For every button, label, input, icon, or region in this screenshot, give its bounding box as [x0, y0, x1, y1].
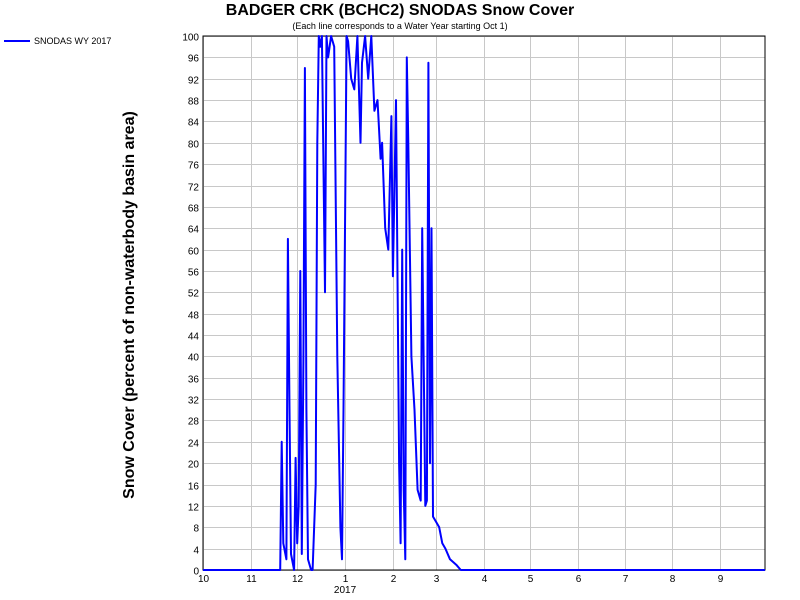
y-tick-label: 0	[193, 567, 199, 578]
y-tick-label: 96	[188, 54, 200, 65]
y-tick-label: 68	[188, 204, 200, 215]
y-tick-label: 64	[188, 225, 200, 236]
y-tick-label: 24	[188, 439, 200, 450]
y-tick-label: 80	[188, 140, 200, 151]
y-tick-label: 56	[188, 268, 200, 279]
y-tick-label: 84	[188, 118, 200, 129]
x-tick-label: 12	[292, 574, 304, 585]
x-year-label: 2017	[334, 585, 357, 596]
y-tick-label: 100	[182, 33, 199, 44]
y-tick-label: 44	[188, 332, 200, 343]
x-tick-label: 8	[670, 574, 676, 585]
y-tick-label: 16	[188, 482, 200, 493]
y-tick-label: 4	[193, 546, 199, 557]
y-tick-label: 12	[188, 503, 200, 514]
y-tick-label: 52	[188, 289, 200, 300]
y-tick-label: 36	[188, 375, 200, 386]
x-tick-label: 2	[391, 574, 397, 585]
series-layer	[203, 35, 765, 571]
legend-swatch	[4, 40, 30, 42]
y-tick-label: 48	[188, 311, 200, 322]
grid	[203, 36, 765, 571]
x-tick-label: 4	[482, 574, 488, 585]
series-line	[203, 35, 765, 571]
legend-entry-label: SNODAS WY 2017	[34, 36, 112, 46]
y-tick-label: 8	[193, 524, 199, 535]
y-tick-label: 88	[188, 97, 200, 108]
chart-subtitle: (Each line corresponds to a Water Year s…	[292, 21, 508, 31]
y-tick-label: 40	[188, 353, 200, 364]
y-tick-label: 76	[188, 161, 200, 172]
x-tick-label: 10	[198, 574, 210, 585]
y-tick-label: 60	[188, 247, 200, 258]
y-tick-label: 32	[188, 396, 200, 407]
y-tick-label: 20	[188, 460, 200, 471]
y-tick-label: 92	[188, 76, 200, 87]
y-tick-label: 72	[188, 183, 200, 194]
x-tick-label: 1	[343, 574, 349, 585]
x-tick-label: 6	[576, 574, 582, 585]
x-tick-label: 5	[528, 574, 534, 585]
x-tick-label: 9	[718, 574, 724, 585]
x-tick-label: 3	[434, 574, 440, 585]
chart-title: BADGER CRK (BCHC2) SNODAS Snow Cover	[225, 2, 575, 19]
y-axis: 0481216202428323640444852566064687276808…	[182, 33, 199, 578]
x-tick-label: 11	[246, 574, 257, 585]
legend: SNODAS WY 2017	[4, 36, 111, 46]
y-tick-label: 28	[188, 417, 200, 428]
x-tick-label: 7	[623, 574, 629, 585]
